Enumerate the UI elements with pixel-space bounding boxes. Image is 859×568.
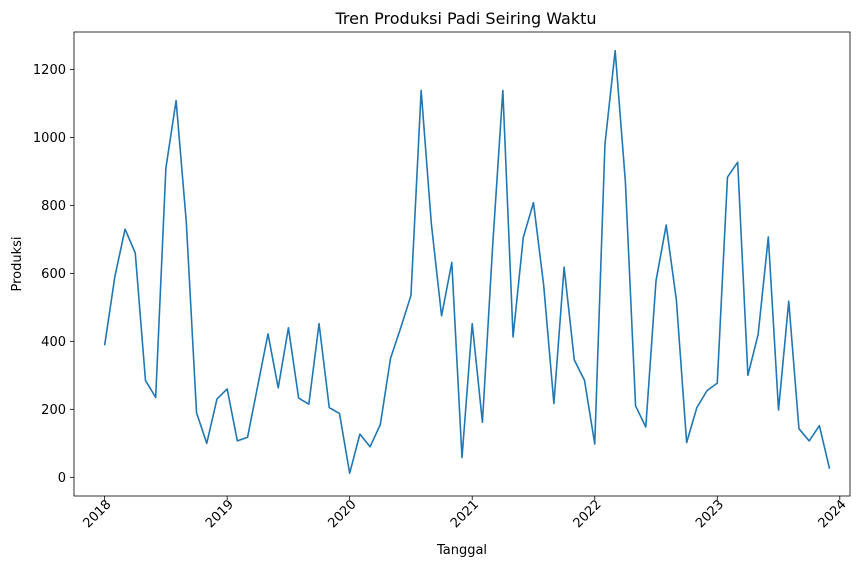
y-axis-title: Produksi [10, 236, 25, 291]
x-tick-label: 2018 [80, 497, 114, 531]
plot-frame [73, 31, 851, 497]
x-tick-label: 2020 [326, 497, 360, 531]
x-axis: 2018 2019 2020 2021 2022 2023 2024 [80, 496, 850, 531]
chart-title: Tren Produksi Padi Seiring Waktu [334, 9, 596, 28]
y-tick-label: 600 [41, 267, 66, 282]
y-tick-label: 800 [41, 199, 66, 214]
y-tick-label: 200 [41, 403, 66, 418]
series-line [103, 49, 831, 475]
x-axis-title: Tanggal [436, 543, 487, 558]
x-tick-label: 2019 [203, 497, 237, 531]
y-tick-label: 0 [58, 471, 66, 486]
y-tick-label: 1000 [33, 131, 66, 146]
x-tick-label: 2024 [816, 497, 850, 531]
y-axis: 0 200 400 600 800 1000 1200 [33, 63, 74, 486]
y-tick-label: 1200 [33, 63, 66, 78]
x-tick-label: 2021 [448, 497, 482, 531]
plot-area [73, 31, 851, 497]
y-tick-label: 400 [41, 335, 66, 350]
x-tick-label: 2022 [571, 497, 605, 531]
x-tick-label: 2023 [693, 497, 727, 531]
